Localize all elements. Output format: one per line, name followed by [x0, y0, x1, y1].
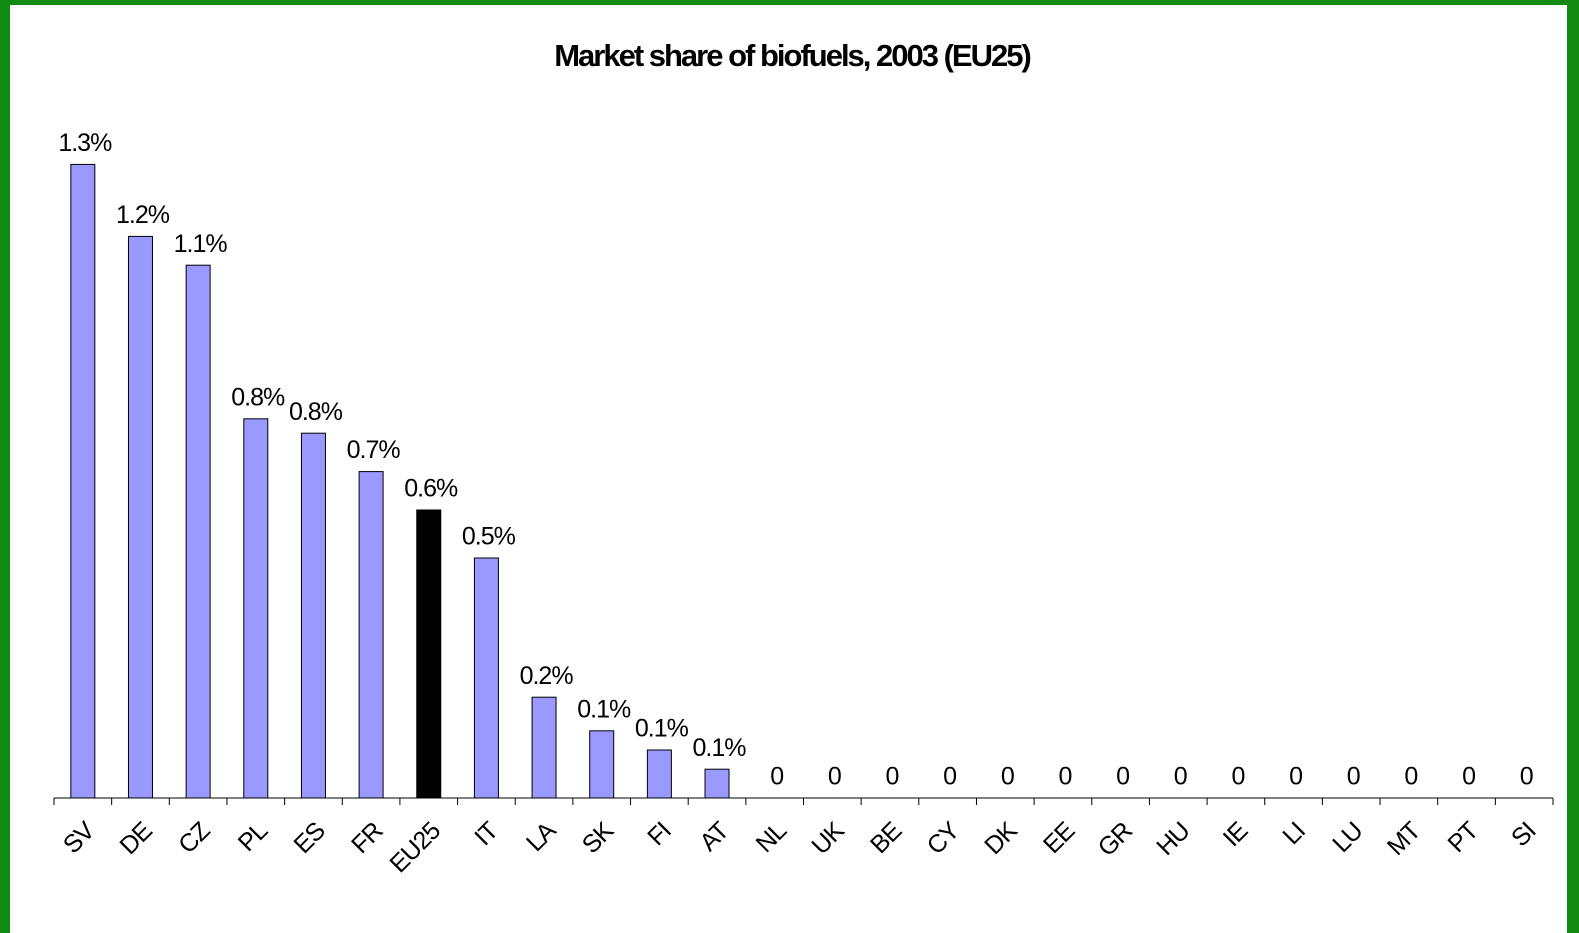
- x-tick-label: PT: [1442, 817, 1483, 858]
- data-label: 0: [1462, 763, 1475, 791]
- data-label: 0: [770, 763, 783, 791]
- data-label: 0.5%: [462, 523, 516, 551]
- data-label: 1.3%: [58, 129, 112, 157]
- data-label: 0.8%: [231, 383, 285, 411]
- bar: [646, 749, 672, 799]
- x-tick-label: EE: [1038, 817, 1080, 859]
- x-tick-label: CZ: [173, 817, 215, 859]
- x-tick-label: FI: [642, 817, 676, 851]
- data-label: 0.8%: [289, 398, 343, 426]
- data-label: 0: [943, 763, 956, 791]
- data-label: 0.6%: [404, 475, 458, 503]
- x-tick-label: AT: [694, 817, 734, 857]
- data-label: 0: [1404, 763, 1417, 791]
- data-label: 0: [1520, 763, 1533, 791]
- x-tick-label: IT: [469, 817, 504, 852]
- x-tick-label: UK: [806, 816, 850, 860]
- x-tick-label: ES: [288, 817, 330, 859]
- x-tick-label: CY: [922, 816, 966, 860]
- bar: [185, 264, 211, 799]
- bar: [416, 509, 442, 799]
- data-label: 0: [1001, 763, 1014, 791]
- x-tick-label: IE: [1218, 817, 1253, 852]
- x-tick-label: SK: [577, 816, 620, 859]
- data-label: 1.2%: [116, 201, 170, 229]
- bar: [704, 768, 730, 799]
- bar: [473, 557, 499, 799]
- data-label: 0: [1174, 763, 1187, 791]
- x-tick-label: LA: [521, 816, 562, 857]
- x-tick-label: LI: [1277, 817, 1310, 850]
- x-tick-label: GR: [1093, 817, 1138, 862]
- chart-title: Market share of biofuels, 2003 (EU25): [554, 38, 1030, 73]
- bar: [531, 696, 557, 799]
- x-tick-label: SV: [58, 816, 101, 859]
- x-tick-label: DK: [979, 816, 1023, 860]
- data-label: 1.1%: [174, 230, 228, 258]
- data-label: 0.7%: [347, 436, 401, 464]
- bar: [70, 163, 96, 799]
- x-tick-label: EU25: [384, 817, 445, 878]
- data-label: 0: [886, 763, 899, 791]
- data-label: 0.1%: [577, 695, 631, 723]
- x-tick-label: DE: [114, 817, 157, 860]
- data-label: 0.2%: [520, 662, 574, 690]
- x-tick-label: SI: [1506, 817, 1541, 852]
- x-tick-label: LU: [1327, 817, 1368, 858]
- x-tick-label: MT: [1382, 817, 1426, 861]
- bar: [300, 432, 326, 799]
- x-tick-label: PL: [233, 816, 274, 857]
- x-tick-label: BE: [865, 817, 907, 859]
- bar: [243, 418, 269, 799]
- data-label: 0: [1347, 763, 1360, 791]
- data-label: 0: [1116, 763, 1129, 791]
- bar: [589, 730, 615, 799]
- data-label: 0: [828, 763, 841, 791]
- data-label: 0: [1289, 763, 1302, 791]
- bar: [127, 235, 153, 799]
- x-tick-label: NL: [751, 816, 793, 858]
- data-label: 0.1%: [635, 715, 689, 743]
- data-label: 0: [1231, 763, 1244, 791]
- data-label: 0: [1058, 763, 1071, 791]
- x-tick-label: HU: [1151, 817, 1195, 861]
- chart-panel: [10, 5, 1567, 933]
- x-tick-label: FR: [346, 817, 388, 859]
- bar: [358, 471, 384, 799]
- data-label: 0.1%: [693, 734, 747, 762]
